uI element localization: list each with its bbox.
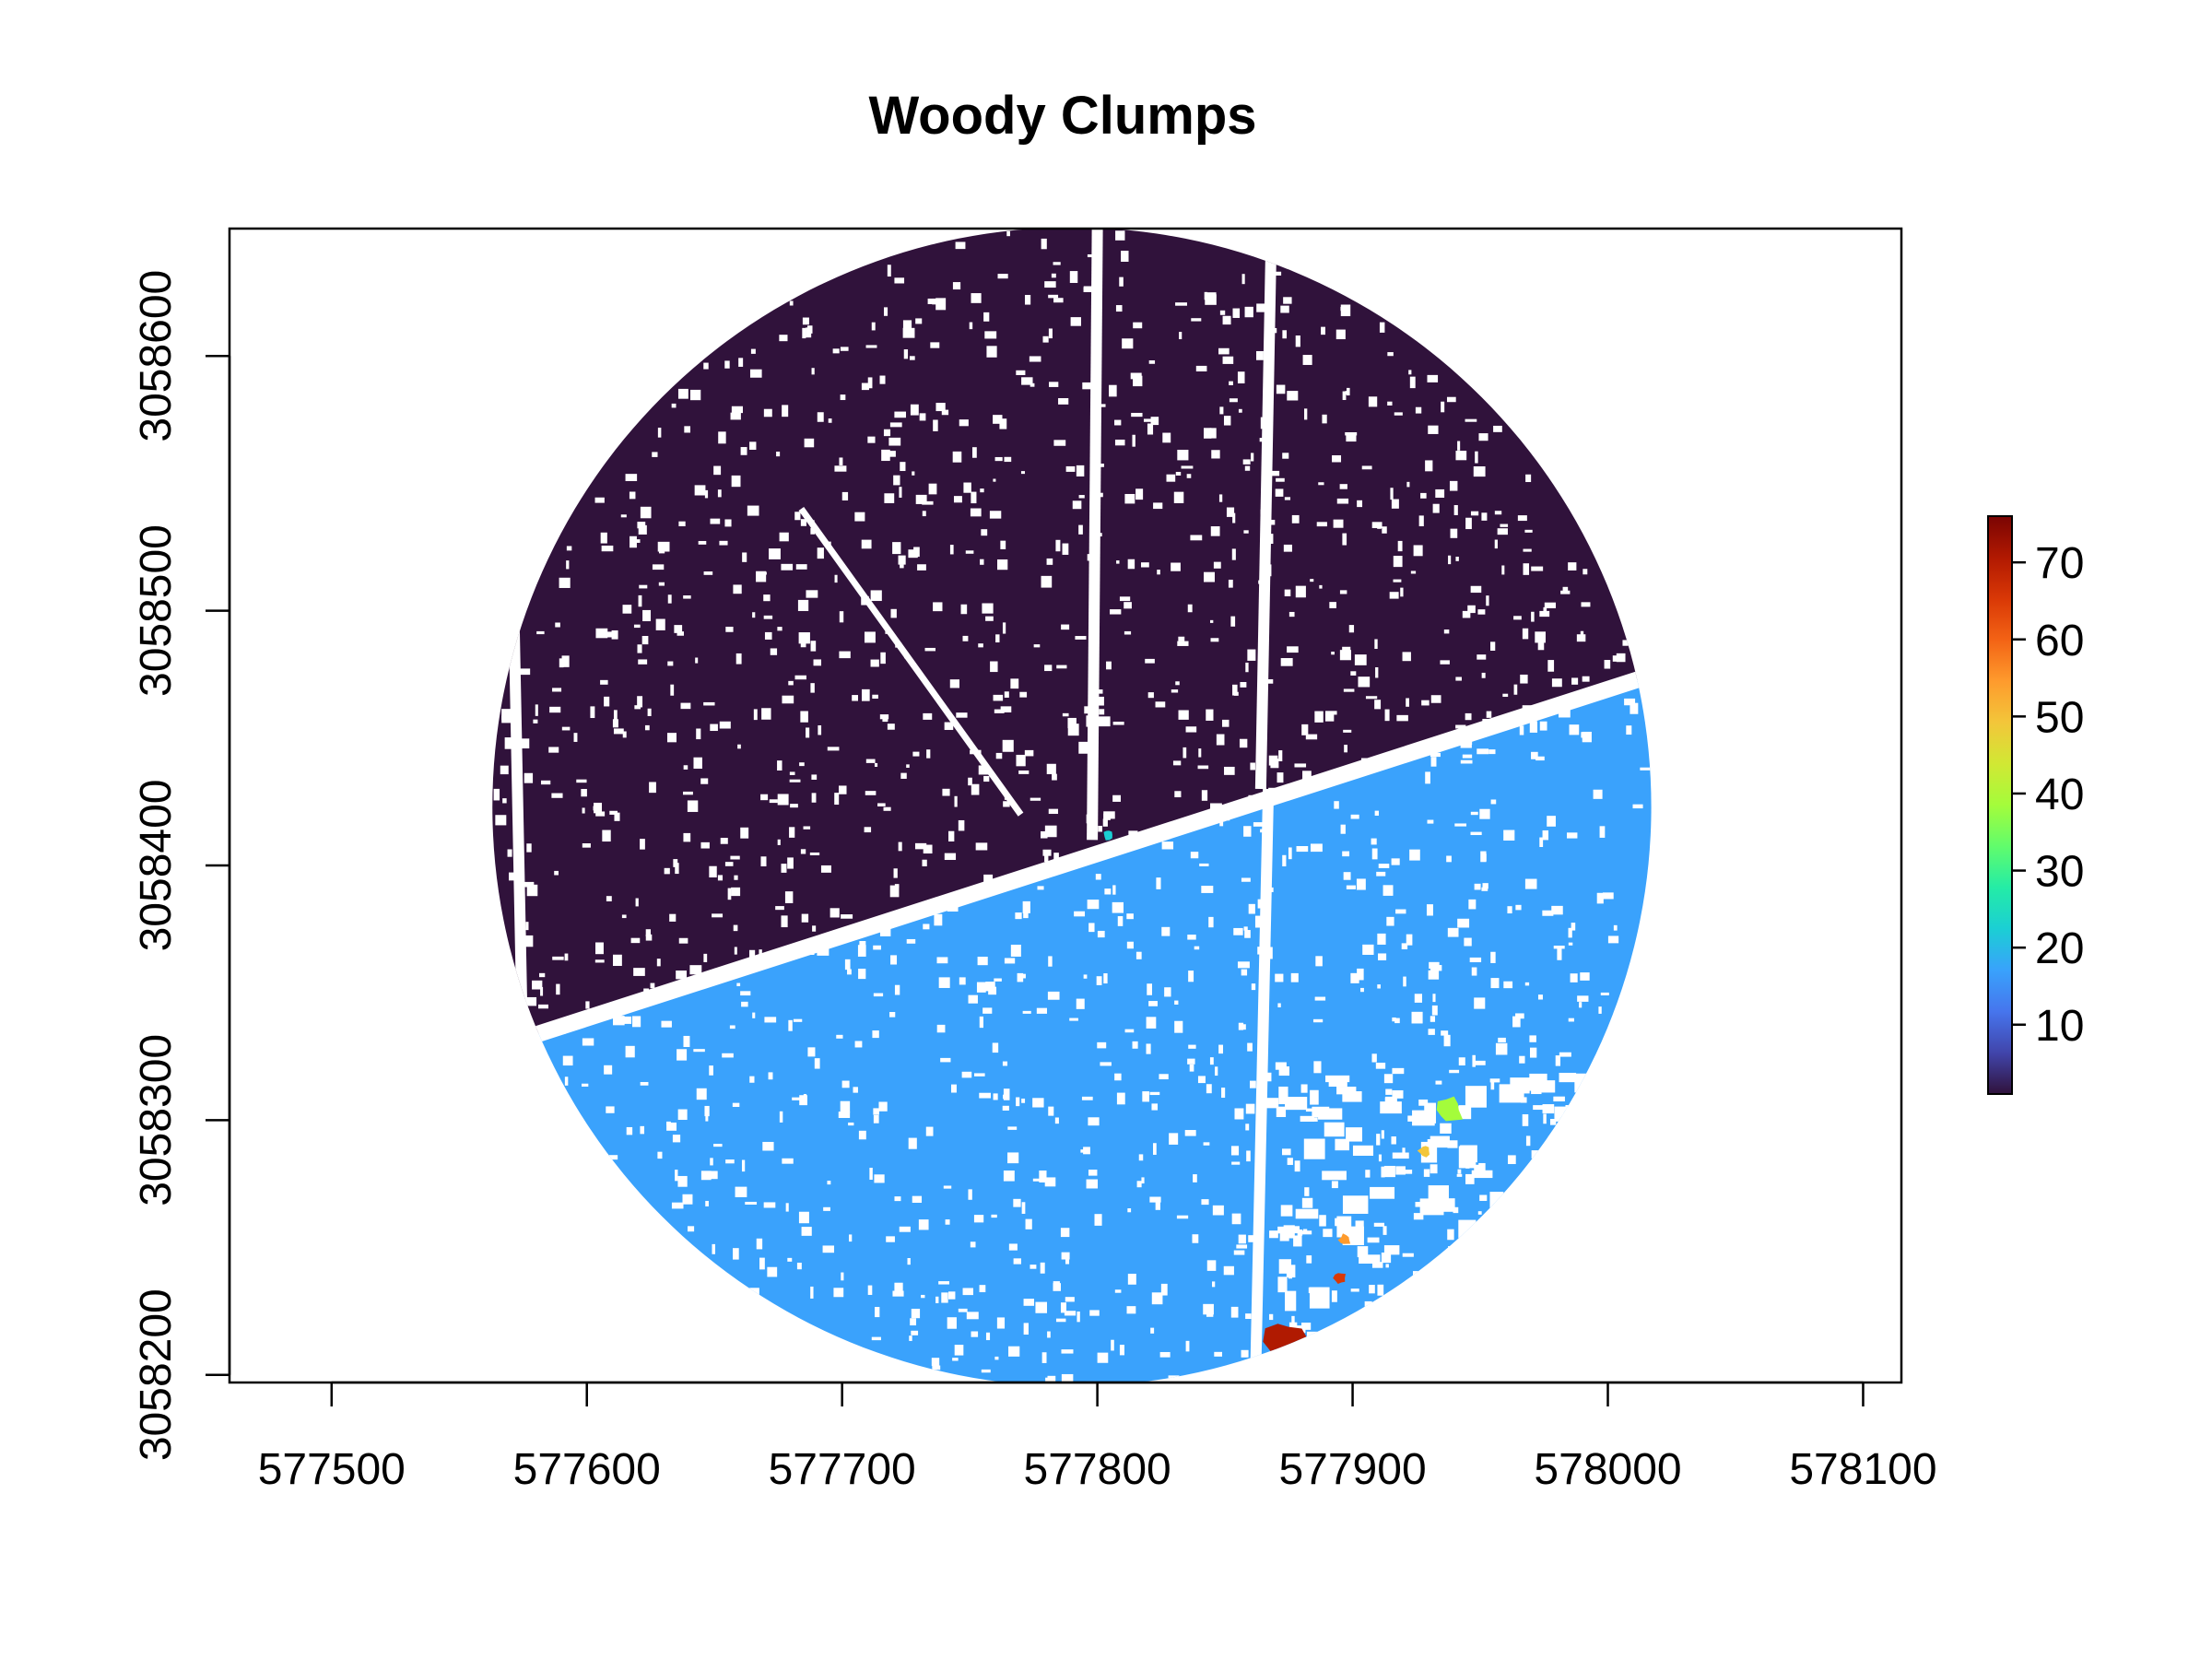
map-title: Woody Clumps	[868, 86, 1256, 146]
region-clump-50	[1417, 1146, 1430, 1158]
region-clump-65	[1333, 1273, 1346, 1284]
y-tick-label: 3058600	[132, 270, 181, 442]
y-tick-label: 3058400	[132, 780, 181, 952]
legend-tick-label: 10	[2035, 1002, 2084, 1051]
x-tick-label: 577500	[258, 1445, 406, 1494]
x-tick-label: 577900	[1278, 1445, 1426, 1494]
x-tick-label: 577600	[513, 1445, 661, 1494]
x-tick-label: 577700	[769, 1445, 916, 1494]
y-tick-label: 3058300	[132, 1034, 181, 1206]
legend-tick-label: 60	[2035, 617, 2084, 665]
north-south-road-east-north	[1254, 253, 1277, 790]
y-tick-label: 3058200	[132, 1288, 181, 1461]
north-clearing-diagonal	[798, 506, 1024, 817]
north-south-road-mid-north	[1087, 229, 1103, 841]
region-clump-55	[1337, 1233, 1351, 1244]
x-tick-label: 577800	[1024, 1445, 1171, 1494]
legend-tick-label: 70	[2035, 539, 2084, 588]
x-axis: 577500 577600 577700 577800 577900 578000 5781…	[258, 1381, 1937, 1494]
legend-tick-label: 50	[2035, 693, 2084, 742]
legend-tick-label: 40	[2035, 771, 2084, 819]
region-clump-18	[1103, 830, 1112, 841]
region-clump-40	[1436, 1096, 1464, 1122]
north-south-road-east-south	[1250, 788, 1275, 1375]
x-tick-label: 578100	[1789, 1445, 1936, 1494]
legend-colorbar	[1987, 515, 2013, 1095]
canopy-gaps	[493, 230, 1652, 1382]
color-legend: 10 20 30 40 50 60 70	[1987, 515, 2084, 1095]
y-tick-label: 3058500	[132, 524, 181, 697]
y-axis: 3058200 3058300 3058400 3058500 3058600	[132, 270, 231, 1461]
x-tick-label: 578000	[1534, 1445, 1681, 1494]
legend-tick-label: 30	[2035, 848, 2084, 897]
diagonal-road	[505, 668, 1649, 1052]
legend-tick-label: 20	[2035, 924, 2084, 973]
